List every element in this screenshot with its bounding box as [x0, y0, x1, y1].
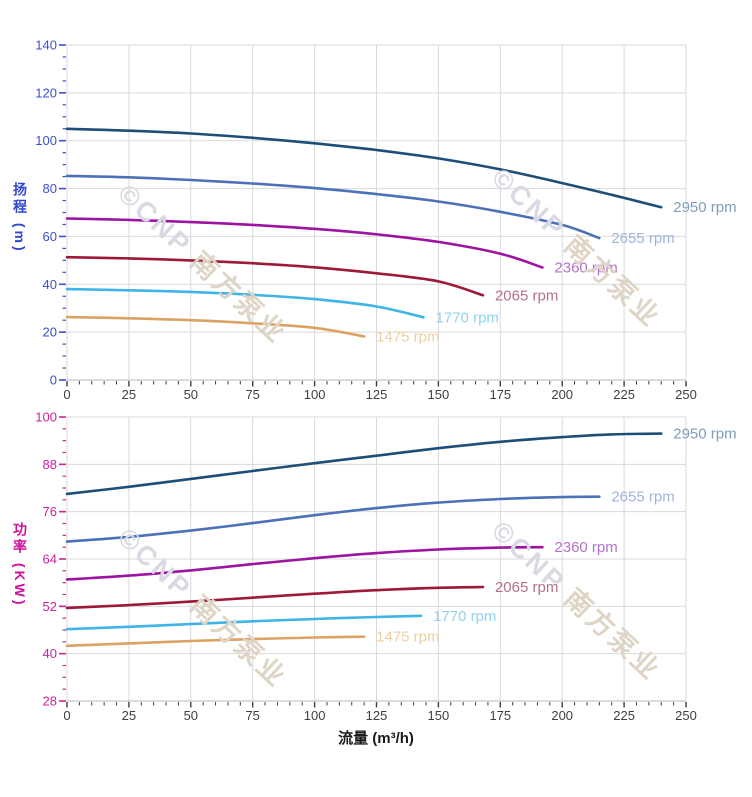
x-tick-label: 250	[675, 387, 697, 402]
series-label-1770-rpm: 1770 rpm	[433, 608, 496, 625]
y-tick-label: 64	[43, 552, 57, 567]
curve-1475-rpm	[65, 635, 366, 648]
series-label-2655-rpm: 2655 rpm	[611, 230, 674, 247]
y-tick-label: 28	[43, 694, 57, 709]
curve-2950-rpm	[65, 432, 663, 496]
y-tick-label: 76	[43, 504, 57, 519]
y-tick-label: 0	[50, 373, 57, 388]
x-tick-label: 100	[304, 387, 326, 402]
series-curves: 2950 rpm 2655 rpm 2360 rpm 2065 rpm 1770 rpm…	[65, 426, 737, 648]
power-axis-title: 功率 (KW)	[12, 522, 28, 608]
y-tick-label: 140	[35, 38, 57, 53]
curve-2655-rpm	[65, 495, 601, 543]
y-axis-ticks	[59, 44, 66, 381]
curve-2950-rpm	[65, 127, 663, 209]
x-tick-label: 125	[366, 387, 388, 402]
series-label-1475-rpm: 1475 rpm	[376, 629, 439, 646]
curve-2655-rpm	[65, 174, 601, 240]
x-tick-label: 175	[489, 708, 511, 723]
x-tick-label: 175	[489, 387, 511, 402]
tick-labels: 0 25 50 75 100 125 150 175 200 225 250 0 20 40 60 80 100…	[35, 38, 697, 403]
curve-1770-rpm	[65, 614, 423, 631]
y-tick-label: 40	[43, 646, 57, 661]
x-tick-label: 125	[366, 708, 388, 723]
series-curves: 2950 rpm 2655 rpm 2360 rpm 2065 rpm 1770 rpm…	[65, 127, 737, 345]
x-tick-label: 0	[63, 708, 70, 723]
flow-axis-title: 流量 (m³/h)	[338, 730, 414, 747]
y-tick-label: 52	[43, 599, 57, 614]
x-tick-label: 200	[551, 708, 573, 723]
series-label-2360-rpm: 2360 rpm	[554, 260, 617, 277]
x-tick-label: 0	[63, 387, 70, 402]
x-axis-ticks	[66, 381, 687, 387]
head-axis-title: 扬程 (m)	[12, 182, 28, 254]
curve-1770-rpm	[65, 287, 425, 319]
series-label-2655-rpm: 2655 rpm	[611, 489, 674, 506]
x-tick-label: 200	[551, 387, 573, 402]
x-tick-label: 100	[304, 708, 326, 723]
y-tick-label: 100	[35, 133, 57, 148]
series-label-2065-rpm: 2065 rpm	[495, 287, 558, 304]
curve-2065-rpm	[65, 255, 485, 297]
series-label-1770-rpm: 1770 rpm	[436, 309, 499, 326]
series-label-2950-rpm: 2950 rpm	[673, 426, 736, 443]
series-label-1475-rpm: 1475 rpm	[376, 328, 439, 345]
curve-2065-rpm	[65, 585, 485, 610]
x-tick-label: 75	[245, 708, 259, 723]
x-tick-label: 50	[184, 708, 198, 723]
curve-2360-rpm	[65, 217, 544, 269]
x-tick-label: 150	[428, 387, 450, 402]
x-axis-ticks	[66, 702, 687, 708]
x-tick-label: 25	[122, 708, 136, 723]
y-tick-label: 20	[43, 325, 57, 340]
head-flow-chart: 0 25 50 75 100 125 150 175 200 225 250 0 20 40 60 80 100…	[35, 38, 736, 403]
y-tick-label: 100	[35, 410, 57, 425]
x-tick-label: 250	[675, 708, 697, 723]
series-label-2065-rpm: 2065 rpm	[495, 579, 558, 596]
gridlines	[66, 416, 687, 702]
y-tick-label: 80	[43, 181, 57, 196]
power-flow-chart: 0 25 50 75 100 125 150 175 200 225 250 28 40 52 64 76 88…	[35, 410, 736, 724]
x-tick-label: 50	[184, 387, 198, 402]
y-axis-ticks	[59, 416, 66, 702]
x-tick-label: 225	[613, 708, 635, 723]
series-label-2360-rpm: 2360 rpm	[554, 539, 617, 556]
series-label-2950-rpm: 2950 rpm	[673, 199, 736, 216]
y-tick-label: 88	[43, 457, 57, 472]
x-tick-label: 75	[245, 387, 259, 402]
x-tick-label: 225	[613, 387, 635, 402]
x-tick-label: 25	[122, 387, 136, 402]
gridlines	[66, 44, 687, 381]
curve-1475-rpm	[65, 315, 366, 338]
y-tick-label: 120	[35, 85, 57, 100]
y-tick-label: 40	[43, 277, 57, 292]
tick-labels: 0 25 50 75 100 125 150 175 200 225 250 28 40 52 64 76 88…	[35, 410, 697, 724]
y-tick-label: 60	[43, 229, 57, 244]
curve-2360-rpm	[65, 545, 544, 581]
x-tick-label: 150	[428, 708, 450, 723]
